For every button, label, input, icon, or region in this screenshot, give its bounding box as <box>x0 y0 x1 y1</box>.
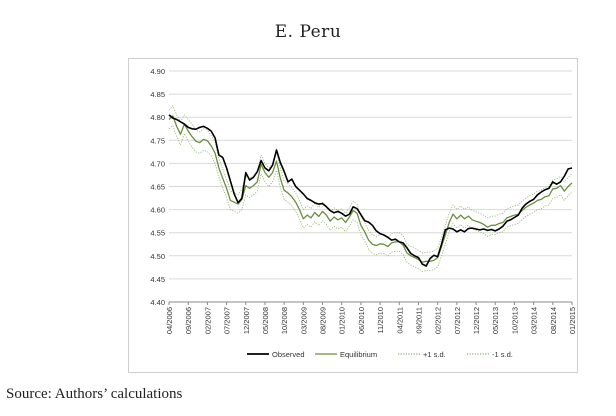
series-line-equilibrium <box>168 115 573 263</box>
legend-label: -1 s.d. <box>492 350 513 359</box>
y-tick-label: 4.40 <box>150 298 165 307</box>
y-tick-label: 4.90 <box>150 67 165 76</box>
x-tick-label: 08/2009 <box>319 307 328 334</box>
y-tick-label: 4.60 <box>150 206 165 215</box>
x-tick-label: 06/2010 <box>357 307 366 334</box>
x-tick-label: 02/2012 <box>434 307 443 334</box>
x-tick-label: 10/2008 <box>280 307 289 334</box>
legend-label: +1 s.d. <box>423 350 446 359</box>
y-tick-label: 4.85 <box>150 90 165 99</box>
line-chart: 4.40 4.45 4.50 4.55 4.60 4.65 4.70 4.75 4.80 4.85… <box>150 67 577 359</box>
x-tick-label: 07/2012 <box>453 307 462 334</box>
legend-label: Equilibrium <box>340 350 377 359</box>
x-tick-label: 03/2014 <box>530 307 539 334</box>
x-tick-label: 01/2010 <box>338 307 347 334</box>
x-tick-label: 09/2011 <box>414 307 423 334</box>
y-tick-label: 4.50 <box>150 252 165 261</box>
x-tick-label: 04/2011 <box>395 307 404 334</box>
legend-label: Observed <box>272 350 305 359</box>
x-tick-label: 02/2007 <box>203 307 212 334</box>
x-tick-label: 09/2006 <box>184 307 193 334</box>
y-tick-label: 4.65 <box>150 183 165 192</box>
x-tick-label: 03/2009 <box>299 307 308 334</box>
y-tick-label: 4.70 <box>150 159 165 168</box>
chart-frame: 4.40 4.45 4.50 4.55 4.60 4.65 4.70 4.75 4.80 4.85… <box>128 58 578 373</box>
x-tick-label: 12/2007 <box>242 307 251 334</box>
x-tick-label: 05/2013 <box>491 307 500 334</box>
page-title: E. Peru <box>274 22 342 42</box>
y-tick-label: 4.45 <box>150 275 165 284</box>
y-tick-label: 4.80 <box>150 113 165 122</box>
x-tick-label: 12/2012 <box>472 307 481 334</box>
x-tick-label: 05/2008 <box>261 307 270 334</box>
y-tick-label: 4.75 <box>150 136 165 145</box>
x-tick-label: 10/2013 <box>510 307 519 334</box>
x-tick-label: 08/2014 <box>549 307 558 334</box>
y-tick-label: 4.55 <box>150 229 165 238</box>
x-tick-label: 07/2007 <box>223 307 232 334</box>
x-tick-label: 04/2006 <box>165 307 174 334</box>
x-tick-label: 11/2010 <box>376 307 385 334</box>
x-tick-label: 01/2015 <box>568 307 577 334</box>
source-note: Source: Authors’ calculations <box>6 386 183 402</box>
series-line-observed <box>168 114 573 267</box>
series-line--1-s-d- <box>168 105 573 254</box>
